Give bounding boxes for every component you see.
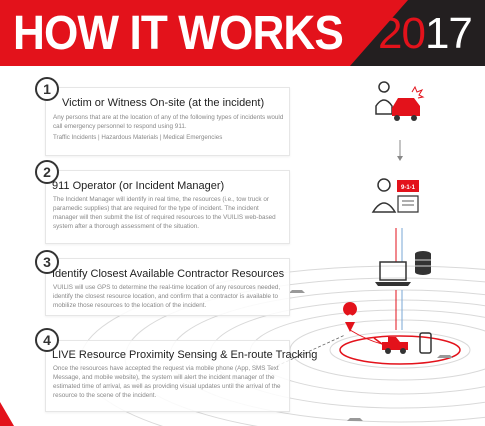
step-1-description: Any persons that are at the location of … bbox=[53, 114, 284, 130]
header-banner: HOW IT WORKS 2017 bbox=[0, 0, 485, 66]
road-vehicles bbox=[289, 290, 453, 421]
laptop-database-icon bbox=[375, 251, 431, 286]
step-3-title: Identify Closest Available Contractor Re… bbox=[52, 268, 285, 280]
step-4-number: 4 bbox=[35, 328, 59, 352]
step-4-title: LIVE Resource Proximity Sensing & En-rou… bbox=[52, 349, 318, 361]
step-2-card bbox=[45, 170, 290, 244]
vehicle-icon bbox=[289, 290, 305, 293]
step-4-card bbox=[45, 340, 290, 412]
step-1-incident-types: Traffic Incidents | Hazardous Materials … bbox=[53, 134, 223, 141]
step-3-description: VUILIS will use GPS to determine the rea… bbox=[53, 284, 281, 309]
step-2-description: The Incident Manager will identify in re… bbox=[53, 196, 276, 230]
arrow-head-1 bbox=[397, 156, 403, 161]
step-2-title: 911 Operator (or Incident Manager) bbox=[52, 180, 225, 192]
vehicle-icon bbox=[437, 355, 453, 358]
step-1-title: Victim or Witness On-site (at the incide… bbox=[62, 97, 265, 109]
year-label: 2017 bbox=[378, 8, 473, 60]
route-dashed-line bbox=[267, 334, 346, 371]
step-3-card bbox=[45, 258, 290, 316]
step-1-card bbox=[45, 87, 290, 156]
step-2-number: 2 bbox=[35, 160, 59, 184]
page-title: HOW IT WORKS bbox=[13, 7, 344, 60]
corner-accent bbox=[0, 402, 14, 426]
incident-radius-ring bbox=[339, 335, 461, 365]
operator-911-icon: 9-1-1 bbox=[371, 178, 419, 213]
header-divider-wedge bbox=[350, 0, 408, 66]
tow-truck-phone-icon bbox=[373, 332, 432, 354]
incident-person-car-icon bbox=[375, 81, 425, 121]
location-pin-icon bbox=[343, 302, 358, 332]
year-part-white: 17 bbox=[424, 9, 473, 58]
step-4-description: Once the resources have accepted the req… bbox=[53, 365, 281, 399]
step-3-number: 3 bbox=[35, 250, 59, 274]
background-illustration: 9-1-1 bbox=[79, 81, 485, 426]
step-1-number: 1 bbox=[35, 77, 59, 101]
icon-911-label: 9-1-1 bbox=[401, 185, 416, 191]
vehicle-icon bbox=[347, 418, 363, 421]
year-part-red: 20 bbox=[378, 9, 426, 58]
